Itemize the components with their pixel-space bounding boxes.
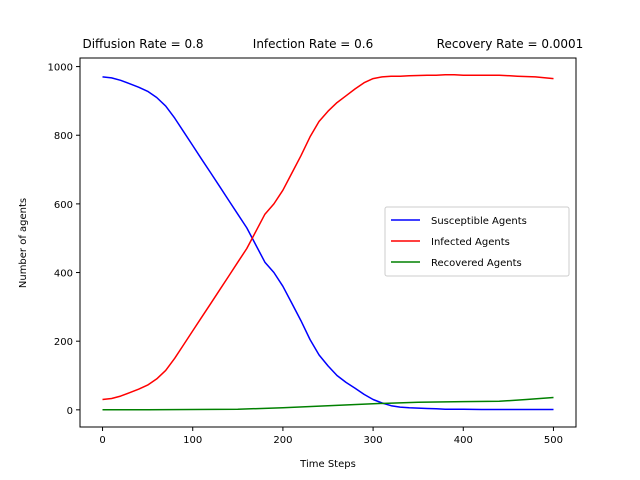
series-layer [102,74,554,411]
series-line-infected-agents [102,74,554,401]
x-tick-label: 500 [544,435,563,446]
x-tick-label: 400 [454,435,473,446]
y-tick-label: 600 [54,200,73,211]
x-tick-label: 100 [183,435,202,446]
y-axis-ticks: 0 200 400 600 800 1000 [48,63,80,417]
series-line-susceptible-agents [102,76,554,411]
x-axis-ticks: 0 100 200 300 400 500 [99,427,563,446]
y-tick-label: 1000 [48,63,73,74]
y-axis-label: Number of agents [18,198,29,288]
legend-label: Infected Agents [431,237,510,248]
title-diffusion-rate: Diffusion Rate = 0.8 [82,37,203,51]
title-recovery-rate: Recovery Rate = 0.0001 [437,37,584,51]
legend: Susceptible Agents Infected Agents Recover… [384,206,570,277]
y-tick-label: 200 [54,337,73,348]
title-infection-rate: Infection Rate = 0.6 [253,37,373,51]
x-tick-label: 300 [364,435,383,446]
x-axis-label: Time Steps [299,459,356,470]
x-tick-label: 200 [273,435,292,446]
legend-box [384,206,570,277]
legend-label: Recovered Agents [431,258,522,269]
y-tick-label: 800 [54,131,73,142]
plot-area-frame [79,57,577,428]
legend-label: Susceptible Agents [431,216,527,227]
y-tick-label: 0 [67,406,73,417]
series-line-recovered-agents [102,396,554,411]
legend-items: Susceptible Agents Infected Agents Recover… [391,216,527,269]
y-tick-label: 400 [54,269,73,280]
chart-title: Diffusion Rate = 0.8 Infection Rate = 0.… [82,37,583,51]
x-tick-label: 0 [99,435,105,446]
